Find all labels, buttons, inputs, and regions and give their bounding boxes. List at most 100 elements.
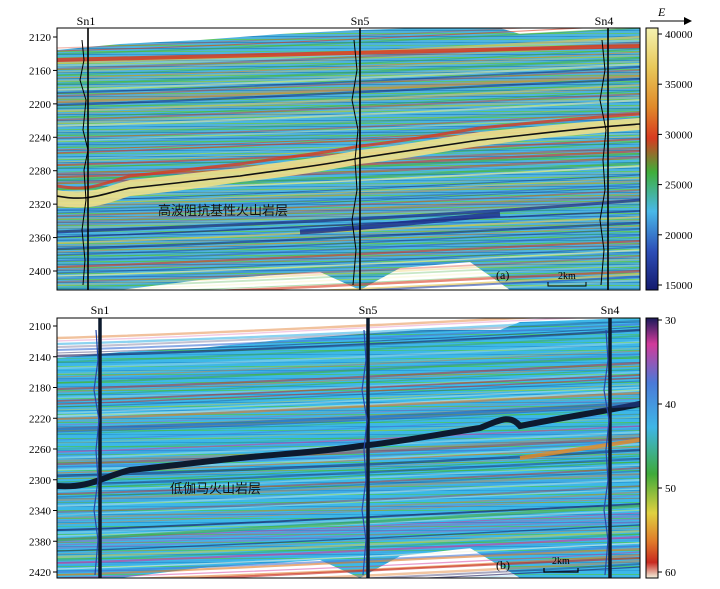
colorbar-tick-label: 25000 [665, 180, 693, 192]
reflector-band [57, 71, 640, 101]
reflector-band [57, 28, 593, 52]
reflector-band [57, 491, 640, 519]
direction-arrow: E [650, 5, 692, 25]
depth-tick-label: 2380 [29, 536, 52, 548]
colorbar-tick-label: 30000 [665, 129, 693, 141]
reflector-band [57, 219, 640, 247]
colorbar-tick-label: 60 [665, 567, 677, 579]
reflector-band [57, 533, 640, 561]
panel-a-well-sn4: Sn4 [595, 14, 614, 28]
reflector-band [57, 368, 640, 396]
reflector-band [57, 81, 640, 109]
depth-tick-label: 2140 [29, 352, 52, 364]
reflector-band [57, 539, 640, 567]
reflector-band [57, 183, 640, 211]
reflector-band [57, 98, 640, 128]
reflector-band [309, 272, 640, 290]
reflector-band [57, 529, 640, 559]
reflector-band [57, 48, 640, 76]
reflector-band [57, 243, 640, 271]
reflector-band [57, 28, 534, 49]
reflector-band [57, 542, 640, 570]
reflector-band [57, 500, 640, 528]
svg-text:2km: 2km [558, 271, 576, 282]
reflector-band [166, 267, 640, 290]
reflector-band [57, 410, 640, 438]
reflector-band [57, 352, 640, 382]
panel-b-well-sn5: Sn5 [359, 303, 378, 317]
reflector-band [57, 479, 640, 507]
reflector-band [57, 95, 640, 125]
depth-tick-label: 2200 [29, 99, 52, 111]
reflector-band [57, 347, 640, 375]
reflector-band [57, 323, 640, 351]
reflector-band [120, 553, 640, 578]
depth-tick-label: 2220 [29, 413, 52, 425]
reflector-band [57, 102, 640, 130]
reflector-band [57, 328, 640, 358]
reflector-band [57, 467, 640, 495]
reflector-band [57, 436, 640, 466]
reflector-band [57, 338, 640, 366]
reflector-band [57, 425, 640, 453]
reflector-band [57, 117, 640, 145]
reflector-band [57, 231, 640, 259]
reflector-band [57, 198, 640, 226]
colorbar-tick-label: 40 [665, 399, 677, 411]
reflector-band [57, 252, 640, 280]
reflector-band [213, 269, 640, 290]
reflector-band [57, 472, 640, 502]
reflector-band [57, 255, 640, 283]
reflector-band [57, 87, 640, 115]
reflector-band [57, 427, 640, 457]
panel-a-well-sn1: Sn1 [77, 14, 96, 28]
depth-tick-label: 2420 [29, 567, 52, 579]
depth-tick-label: 2300 [29, 475, 52, 487]
panel-b-colorbar [645, 317, 659, 579]
reflector-band [57, 461, 640, 489]
depth-tick-label: 2180 [29, 383, 52, 395]
depth-tick-label: 2400 [29, 266, 52, 278]
reflector-band [57, 503, 640, 531]
panel-b-scale-bar: 2km [543, 556, 579, 573]
panel-b-wells [93, 318, 612, 578]
reflector-band [57, 407, 640, 435]
reflector-band [57, 237, 640, 265]
reflector-band [57, 386, 640, 414]
reflector-band [57, 475, 640, 505]
reflector-band [57, 326, 640, 354]
reflector-band [353, 563, 640, 578]
reflector-band [57, 343, 640, 373]
colorbar-tick-label: 20000 [665, 230, 693, 242]
reflector-band [57, 380, 640, 408]
reflector-band [57, 398, 640, 426]
panel-a-annotation: 高波阻抗基性火山岩层 [158, 203, 288, 219]
reflector-band [57, 431, 640, 459]
panel-b-colorbar-ticks: 30 40 50 60 [658, 315, 677, 579]
reflector-band [57, 440, 640, 468]
colorbar-tick-label: 35000 [665, 79, 693, 91]
colorbar-tick-label: 15000 [665, 280, 693, 292]
panel-a-wells [79, 28, 609, 290]
panel-b-annotation: 低伽马火山岩层 [170, 482, 261, 497]
reflector-band [57, 77, 640, 107]
reflector-band [57, 189, 640, 217]
reflector-band [57, 138, 640, 166]
reflector-band [57, 93, 640, 121]
reflector-band [57, 177, 640, 205]
reflector-band [57, 90, 640, 118]
reflector-band [57, 457, 640, 487]
reflector-band [57, 524, 640, 552]
reflector-band [57, 494, 640, 522]
reflector-band [57, 365, 640, 393]
depth-tick-label: 2160 [29, 65, 52, 77]
colorbar-tick-label: 50 [665, 483, 677, 495]
svg-text:2km: 2km [552, 556, 570, 567]
reflector-band [57, 535, 640, 565]
reflector-band [57, 359, 640, 387]
reflector-band [57, 30, 640, 58]
reflector-band [57, 194, 640, 224]
reflector-band [57, 331, 640, 361]
reflector-band [57, 69, 640, 97]
